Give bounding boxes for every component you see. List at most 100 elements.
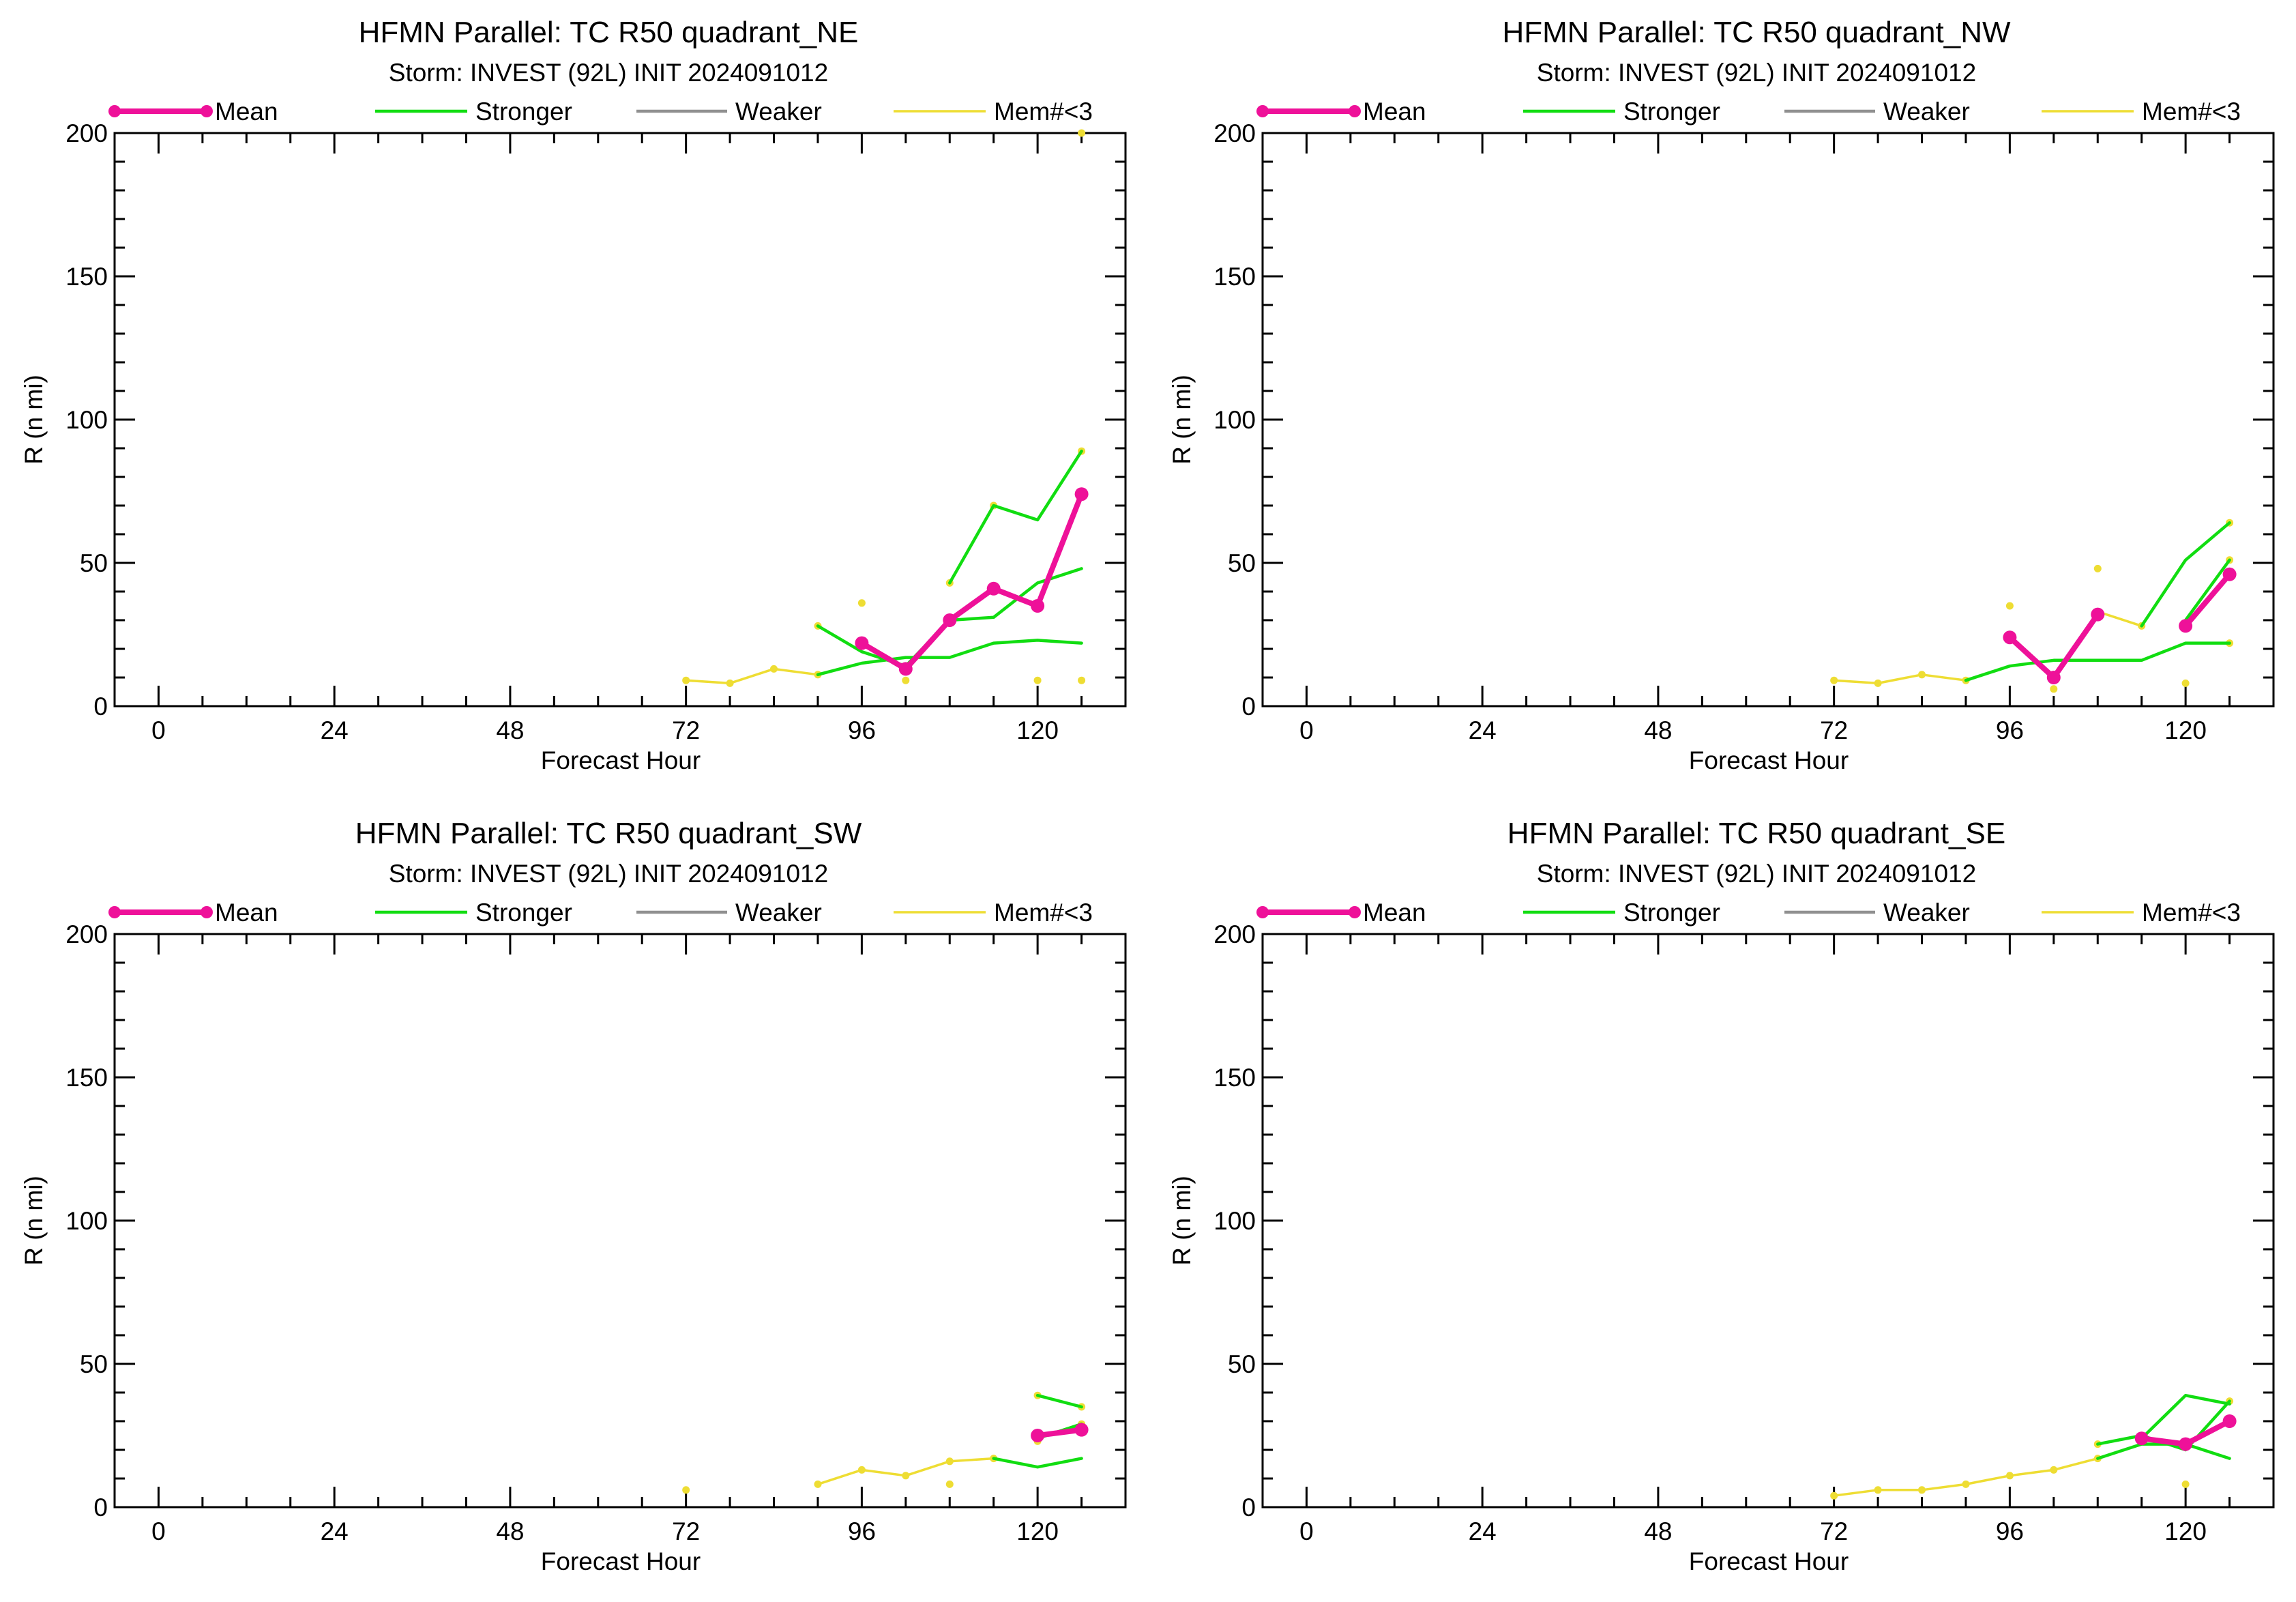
data-point-mean (943, 613, 957, 627)
x-tick-label: 0 (151, 716, 166, 744)
legend-marker-mean (1256, 906, 1269, 918)
legend-label-stronger: Stronger (475, 899, 572, 927)
x-tick-label: 96 (1996, 1517, 2024, 1545)
x-tick-label: 24 (1469, 1517, 1497, 1545)
y-tick-label: 100 (1213, 406, 1256, 434)
x-tick-label: 120 (1016, 716, 1059, 744)
data-point-few (682, 676, 690, 684)
data-point-few (945, 1480, 954, 1488)
data-point-mean (986, 581, 1001, 596)
data-point-few (682, 1486, 690, 1494)
series-line-mean (2183, 571, 2233, 629)
data-point-few (945, 1457, 954, 1466)
legend: Mean Stronger Weaker Mem#<3 (108, 899, 1093, 927)
series-few (1830, 519, 2234, 693)
data-point-mean (2222, 567, 2237, 581)
series-stronger (1964, 521, 2231, 682)
y-tick-label: 0 (1241, 1494, 1256, 1521)
x-tick-label: 48 (496, 1517, 524, 1545)
series-line-stronger (2183, 558, 2231, 622)
data-point-few (814, 1480, 822, 1488)
legend-label-weaker: Weaker (735, 899, 822, 927)
series-line-few (1832, 673, 1967, 685)
x-tick-label: 72 (1820, 1517, 1848, 1545)
data-point-mean (2091, 607, 2105, 622)
data-point-few (1918, 671, 1926, 679)
legend-label-few: Mem#<3 (2142, 899, 2241, 927)
data-point-few (2050, 685, 2058, 693)
chart-title: HFMN Parallel: TC R50 quadrant_SW (355, 817, 862, 850)
x-tick-label: 96 (848, 1517, 876, 1545)
x-tick-label: 24 (1469, 716, 1497, 744)
y-axis-label: R (n mi) (20, 375, 48, 465)
y-tick-label: 100 (65, 1207, 108, 1235)
series-line-mean (1035, 1427, 1085, 1438)
y-tick-label: 200 (65, 119, 108, 147)
y-tick-label: 150 (65, 1064, 108, 1092)
x-axis-label: Forecast Hour (1689, 1547, 1849, 1575)
x-tick-label: 72 (672, 716, 700, 744)
x-axis-label: Forecast Hour (541, 1547, 701, 1575)
legend: Mean Stronger Weaker Mem#<3 (1256, 899, 2241, 927)
data-point-few (2050, 1466, 2058, 1474)
legend-marker-mean (108, 906, 121, 918)
chart-panel-2: HFMN Parallel: TC R50 quadrant_SW Storm: … (20, 817, 1127, 1575)
y-tick-label: 200 (1213, 119, 1256, 147)
series-mean (855, 487, 1089, 676)
series-line-stronger (2096, 1442, 2231, 1460)
legend-marker-mean (1349, 906, 1361, 918)
chart-subtitle: Storm: INVEST (92L) INIT 2024091012 (389, 860, 828, 888)
y-tick-label: 50 (80, 1350, 108, 1378)
series-few (682, 1391, 1086, 1494)
y-tick-label: 150 (65, 263, 108, 291)
y-tick-label: 200 (65, 920, 108, 948)
series-line-few (1832, 1457, 2100, 1497)
y-tick-label: 100 (1213, 1207, 1256, 1235)
x-tick-label: 72 (672, 1517, 700, 1545)
data-point-mean (2179, 1437, 2193, 1451)
chart-title: HFMN Parallel: TC R50 quadrant_NW (1503, 16, 2011, 49)
legend-marker-mean (201, 906, 213, 918)
data-point-mean (2222, 1414, 2237, 1428)
data-point-few (1078, 676, 1086, 684)
x-tick-label: 120 (2164, 1517, 2207, 1545)
x-tick-label: 24 (321, 716, 349, 744)
y-tick-label: 0 (93, 1494, 108, 1521)
series-mean (2003, 567, 2237, 684)
data-point-few (2005, 602, 2014, 610)
series-few (1830, 1397, 2234, 1500)
x-tick-label: 0 (1299, 716, 1314, 744)
legend-label-stronger: Stronger (475, 98, 572, 126)
x-tick-label: 48 (496, 716, 524, 744)
series-line-few (816, 1457, 995, 1486)
series-line-mean (859, 491, 1085, 672)
x-tick-label: 24 (321, 1517, 349, 1545)
data-point-mean (1074, 487, 1089, 501)
plot-frame (113, 933, 1127, 1509)
x-tick-label: 120 (1016, 1517, 1059, 1545)
legend-label-few: Mem#<3 (994, 899, 1093, 927)
legend: Mean Stronger Weaker Mem#<3 (1256, 98, 2241, 126)
legend-label-mean: Mean (1363, 899, 1426, 927)
series-line-stronger (948, 449, 1083, 585)
data-point-few (857, 1466, 866, 1474)
data-point-few (1078, 129, 1086, 137)
data-point-mean (1074, 1423, 1089, 1437)
data-point-mean (2134, 1431, 2149, 1446)
data-point-few (857, 599, 866, 607)
chart-panel-1: HFMN Parallel: TC R50 quadrant_NW Storm: … (1168, 16, 2275, 774)
y-tick-label: 150 (1213, 263, 1256, 291)
legend-label-few: Mem#<3 (994, 98, 1093, 126)
chart-subtitle: Storm: INVEST (92L) INIT 2024091012 (389, 59, 828, 87)
legend-marker-mean (201, 105, 213, 117)
data-point-few (2093, 564, 2102, 572)
x-tick-label: 96 (1996, 716, 2024, 744)
y-axis-label: R (n mi) (1168, 375, 1196, 465)
legend-label-few: Mem#<3 (2142, 98, 2241, 126)
x-tick-label: 72 (1820, 716, 1848, 744)
series-line-few (2096, 610, 2143, 628)
data-point-mean (2046, 671, 2061, 684)
x-tick-label: 120 (2164, 716, 2207, 744)
legend-label-weaker: Weaker (1883, 98, 1970, 126)
